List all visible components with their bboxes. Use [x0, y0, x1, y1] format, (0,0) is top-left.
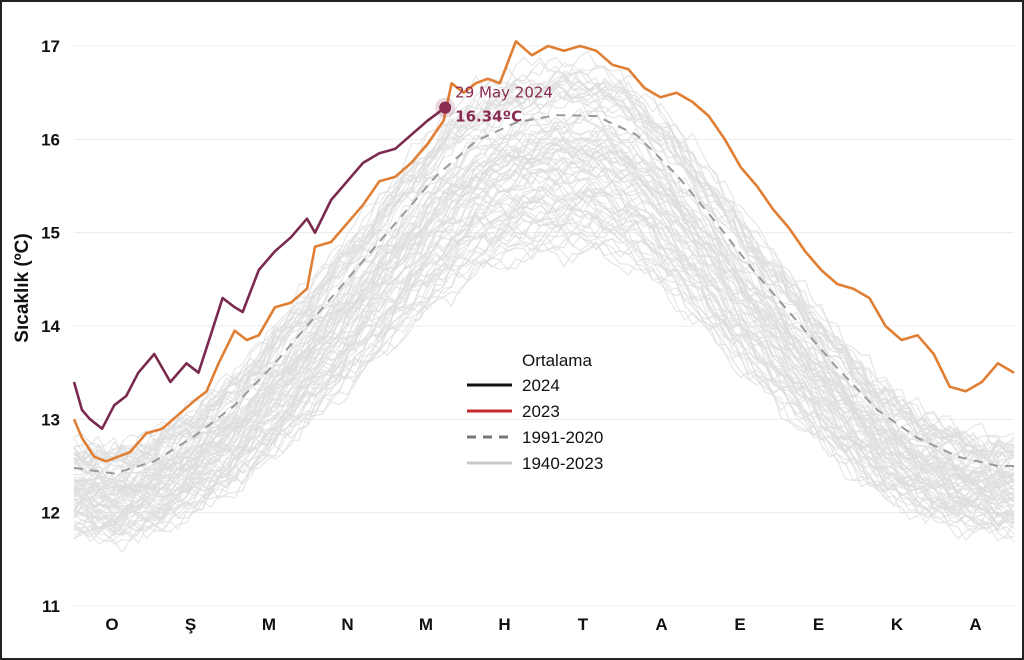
historical-line [73, 160, 1015, 517]
historical-line [73, 127, 1015, 490]
legend-label-2024: 2024 [522, 376, 560, 395]
historical-line [73, 56, 1015, 458]
historical-line [73, 117, 1015, 485]
historical-line [73, 223, 1015, 538]
historical-line [73, 133, 1015, 492]
y-tick-label: 14 [41, 317, 60, 336]
series-line-1991-2020 [73, 114, 1014, 475]
x-tick-label: E [734, 615, 745, 634]
historical-line [73, 124, 1015, 494]
legend-label-1991-2020: 1991-2020 [522, 428, 603, 447]
annotation-marker [439, 101, 452, 114]
historical-line [73, 166, 1015, 509]
historical-line [73, 150, 1014, 506]
x-tick-label: A [969, 615, 981, 634]
annotation: 29 May 2024 16.34ºC [435, 84, 553, 126]
series-lines [72, 40, 1015, 475]
x-tick-label: M [419, 615, 433, 634]
historical-line [73, 157, 1015, 506]
historical-line [73, 180, 1015, 520]
y-axis-ticks: 11 12 13 14 15 16 17 [41, 37, 60, 616]
historical-line [73, 135, 1015, 499]
historical-line [73, 107, 1015, 485]
y-tick-label: 13 [41, 410, 60, 429]
x-tick-label: M [262, 615, 276, 634]
historical-line [73, 86, 1015, 471]
y-axis-label: Sıcaklık (ºC) [12, 233, 33, 342]
legend-label-1940-2023: 1940-2023 [522, 454, 603, 473]
y-tick-label: 16 [41, 130, 60, 149]
historical-line [73, 136, 1015, 496]
historical-line [73, 50, 1015, 461]
x-tick-label: E [813, 615, 824, 634]
legend-label-2023: 2023 [522, 402, 560, 421]
x-tick-label: N [341, 615, 353, 634]
y-tick-label: 15 [41, 224, 60, 243]
y-tick-label: 12 [41, 504, 60, 523]
historical-line [73, 137, 1015, 501]
historical-line [73, 204, 1015, 534]
historical-line [73, 211, 1015, 538]
series-line-2023 [72, 40, 1015, 463]
historical-line [73, 235, 1015, 545]
annotation-halo [435, 97, 456, 118]
historical-line [73, 208, 1014, 534]
x-tick-label: O [105, 615, 118, 634]
historical-line [73, 173, 1015, 518]
historical-line [73, 73, 1015, 466]
y-tick-label: 17 [41, 37, 60, 56]
x-tick-label: H [498, 615, 510, 634]
y-tick-label: 11 [42, 597, 60, 616]
annotation-value-label: 16.34ºC [455, 108, 522, 126]
historical-line [73, 240, 1015, 554]
x-tick-label: Ş [185, 615, 196, 634]
x-tick-label: A [655, 615, 667, 634]
x-tick-label: K [891, 615, 904, 634]
historical-band-1940-2023 [73, 50, 1015, 554]
legend: Ortalama 2024 2023 1991-2020 1940-2023 [467, 351, 603, 473]
historical-line [73, 61, 1015, 458]
historical-line [73, 139, 1015, 496]
annotation-date-label: 29 May 2024 [455, 84, 553, 102]
series-line-2024 [72, 106, 446, 430]
x-tick-label: T [578, 615, 589, 634]
historical-line [73, 69, 1015, 465]
historical-line [73, 191, 1015, 528]
historical-line [73, 189, 1015, 526]
historical-line [73, 71, 1015, 468]
legend-title: Ortalama [522, 351, 592, 370]
